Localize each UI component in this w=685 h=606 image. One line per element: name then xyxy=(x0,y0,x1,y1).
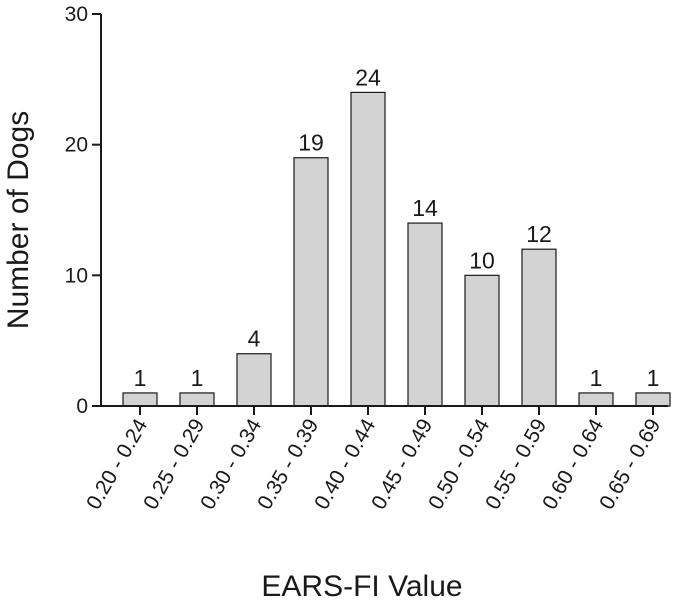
bar-value-label: 1 xyxy=(134,365,147,391)
bar-value-label: 19 xyxy=(298,130,324,156)
y-tick-label: 0 xyxy=(76,395,88,418)
bar xyxy=(350,91,386,407)
y-ticks: 0 10 20 30 xyxy=(65,3,101,418)
bar xyxy=(122,392,158,407)
bar-value-label: 14 xyxy=(412,195,438,221)
y-tick-label: 10 xyxy=(65,264,88,287)
bar xyxy=(578,392,614,407)
bars-layer xyxy=(122,91,671,407)
bar xyxy=(293,157,329,407)
bar xyxy=(236,353,272,407)
bar-value-label: 1 xyxy=(590,365,603,391)
bar-value-label: 12 xyxy=(526,221,552,247)
bar-value-label: 4 xyxy=(248,326,261,352)
bar xyxy=(407,222,443,407)
x-axis-title: EARS-FI Value xyxy=(261,570,462,603)
bar-value-label: 10 xyxy=(469,247,495,273)
x-ticks: 0.20 - 0.240.25 - 0.290.30 - 0.340.35 - … xyxy=(82,406,665,513)
axes-layer xyxy=(100,14,668,407)
bar xyxy=(179,392,215,407)
bar xyxy=(635,392,671,407)
bar-value-label: 24 xyxy=(355,64,381,90)
y-axis-title: Number of Dogs xyxy=(2,111,35,329)
bar-value-label: 1 xyxy=(191,365,204,391)
y-tick-label: 20 xyxy=(65,134,88,157)
bar xyxy=(521,248,557,407)
bar xyxy=(464,274,500,407)
y-tick-label: 30 xyxy=(65,3,88,26)
bar-value-label: 1 xyxy=(647,365,660,391)
